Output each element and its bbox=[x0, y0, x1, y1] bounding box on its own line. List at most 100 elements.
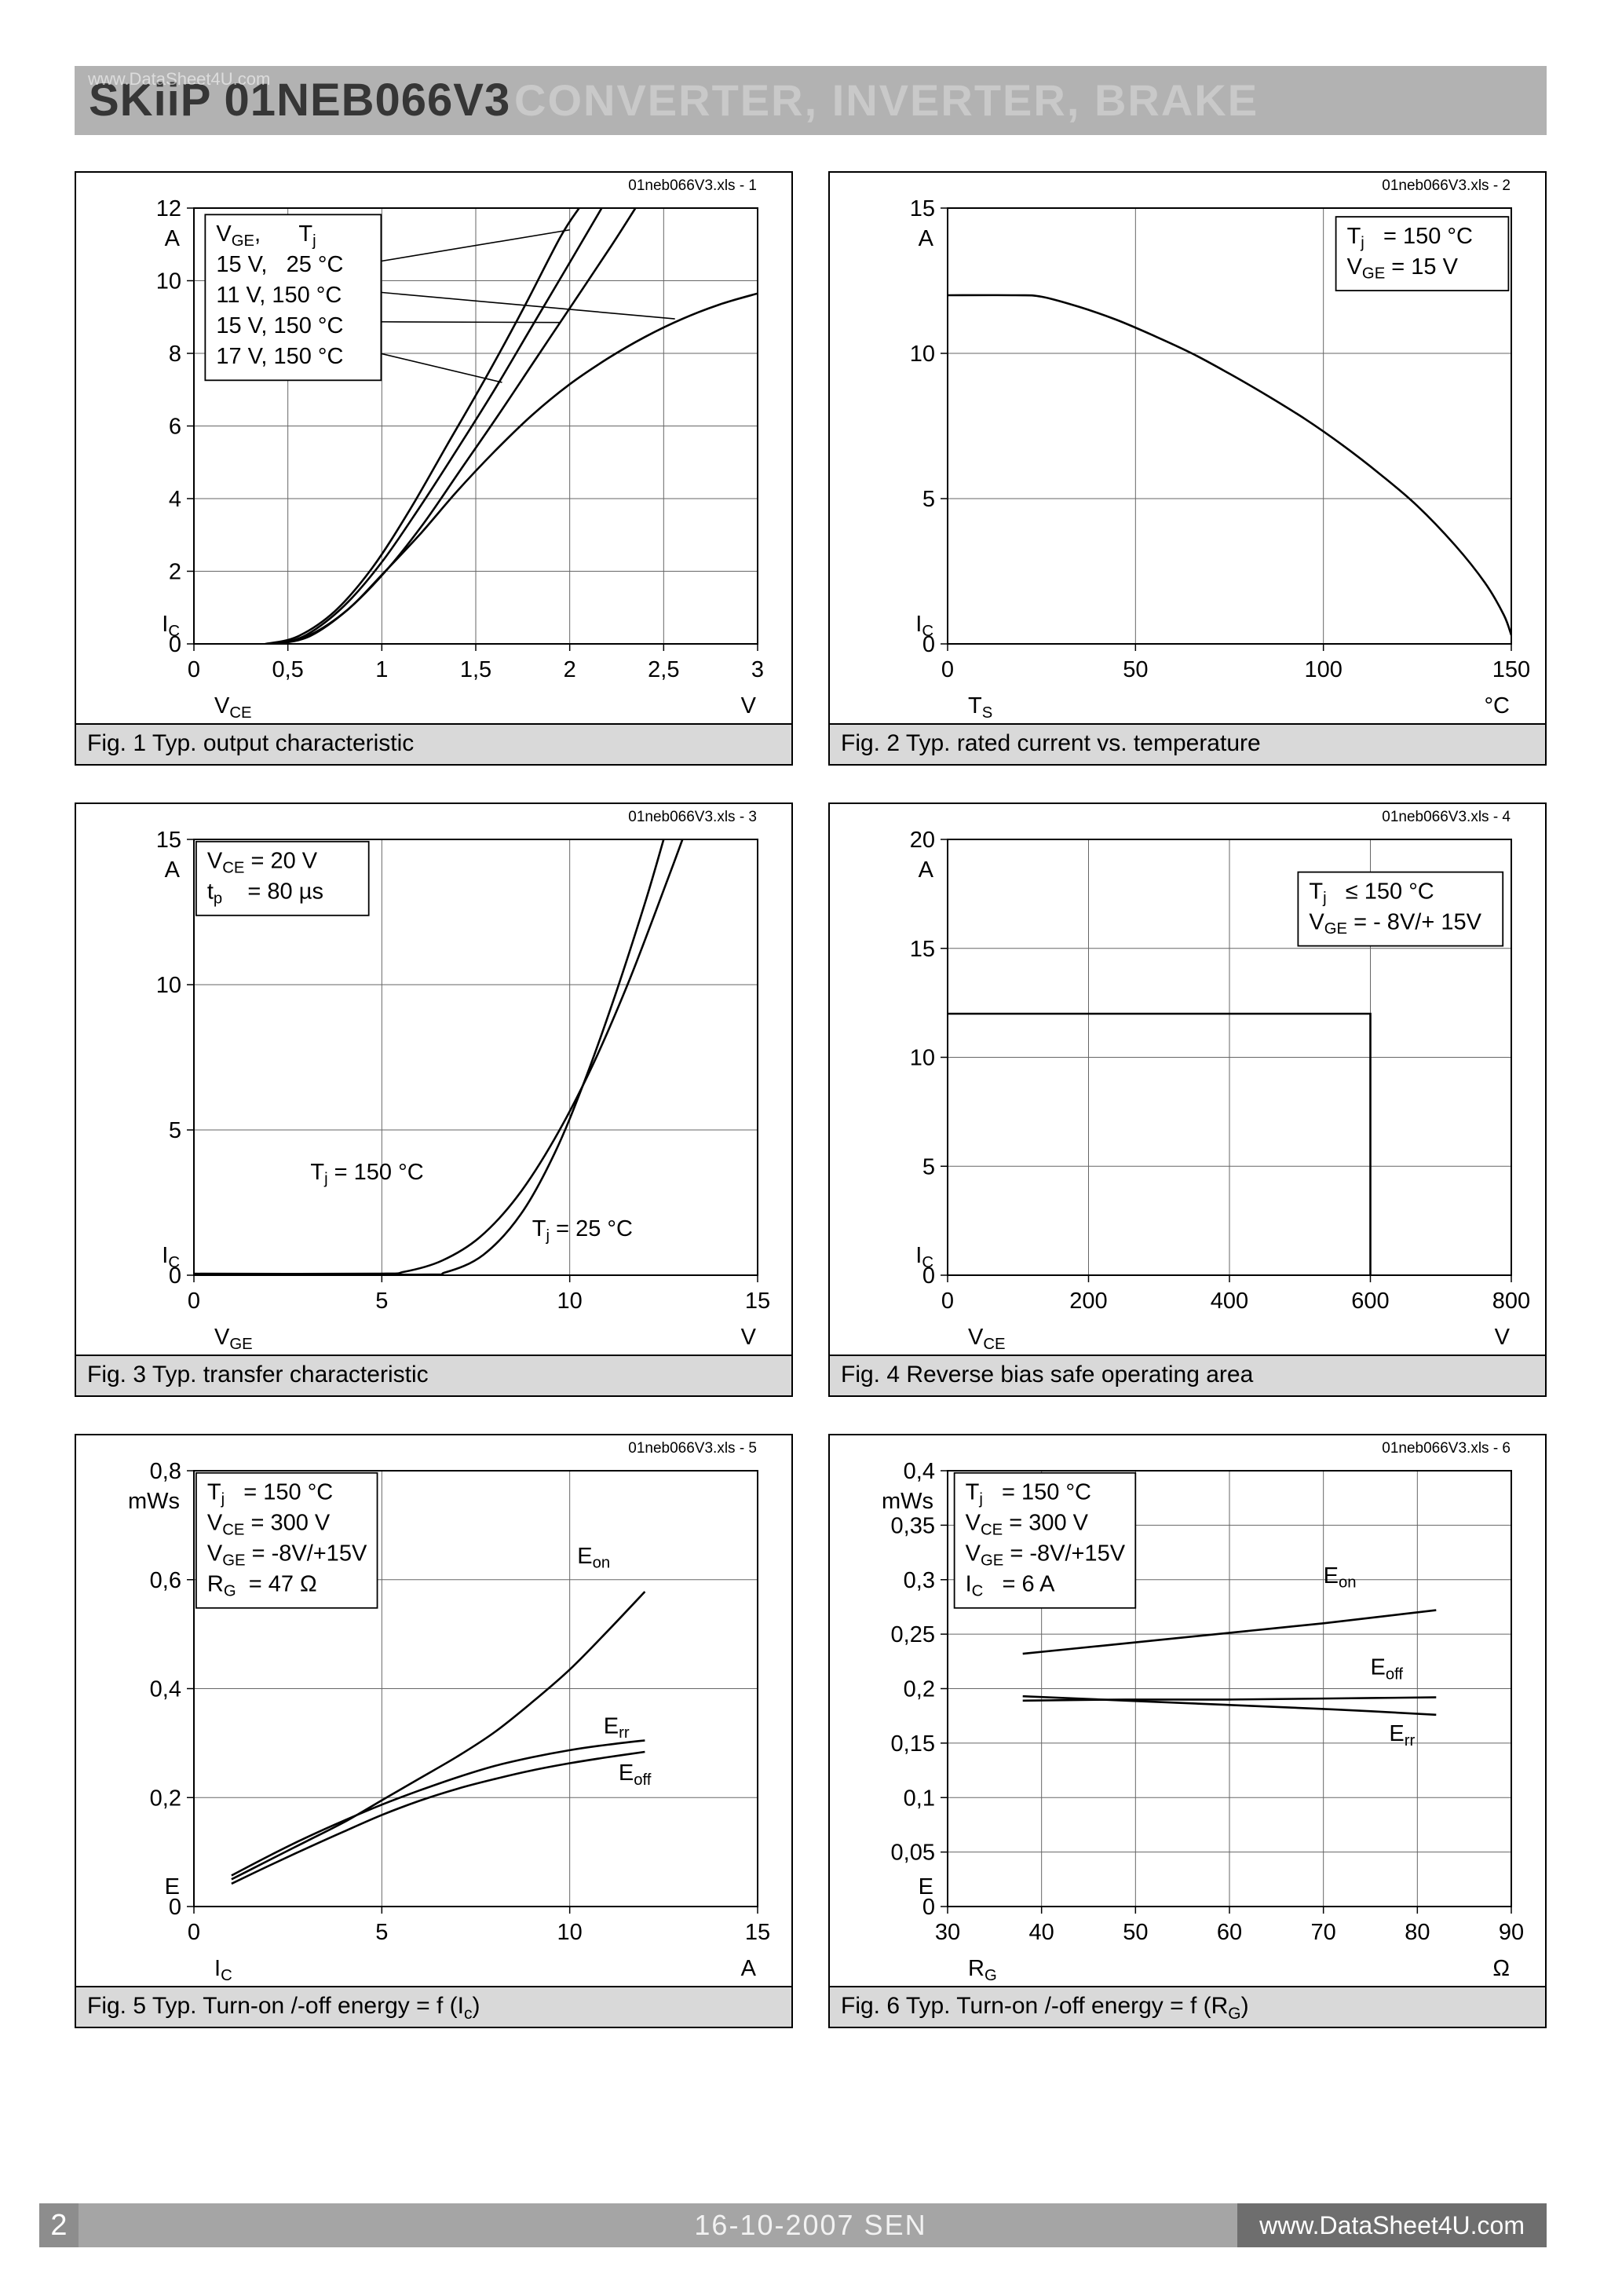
series-curves bbox=[1022, 1609, 1437, 1717]
figure-caption: Fig. 5 Typ. Turn-on /-off energy = f (Ic… bbox=[76, 1986, 791, 2027]
file-reference-label: 01neb066V3.xls - 6 bbox=[1382, 1440, 1511, 1457]
file-reference-label: 01neb066V3.xls - 3 bbox=[628, 809, 757, 825]
svg-text:Eoff: Eoff bbox=[1371, 1654, 1404, 1683]
page-number: 2 bbox=[39, 2203, 79, 2247]
svg-text:10: 10 bbox=[557, 1920, 583, 1945]
svg-text:IC: IC bbox=[915, 612, 933, 640]
figure-panel-5: 01neb066V3.xls - 5 0 5 10 15 0 0,2 0,4 0,6 0,8 mW… bbox=[75, 1434, 793, 2028]
svg-text:1: 1 bbox=[375, 657, 388, 682]
page-footer: 2 16-10-2007 SEN www.DataSheet4U.com bbox=[39, 2203, 1547, 2247]
svg-text:IC: IC bbox=[214, 1956, 232, 1984]
axis-ticks-and-labels: 0 50 100 150 0 5 10 15 A IC TS °C bbox=[910, 196, 1530, 722]
svg-text:Eon: Eon bbox=[1324, 1563, 1357, 1592]
svg-text:200: 200 bbox=[1069, 1289, 1107, 1314]
svg-text:60: 60 bbox=[1217, 1920, 1242, 1945]
svg-text:20: 20 bbox=[910, 828, 935, 853]
svg-text:15 V, 150 °C: 15 V, 150 °C bbox=[216, 313, 343, 338]
svg-text:4: 4 bbox=[169, 487, 181, 512]
svg-text:15: 15 bbox=[910, 196, 935, 221]
figure-panel-4: 01neb066V3.xls - 4 0 200 400 600 800 0 5 10 15 20… bbox=[828, 803, 1547, 1397]
svg-text:10: 10 bbox=[156, 269, 181, 294]
svg-text:0,8: 0,8 bbox=[150, 1459, 181, 1484]
svg-text:VCE: VCE bbox=[214, 693, 252, 722]
svg-text:0: 0 bbox=[922, 1895, 935, 1920]
legend-pointer-line bbox=[372, 229, 570, 264]
svg-text:10: 10 bbox=[910, 1046, 935, 1071]
svg-text:5: 5 bbox=[169, 1118, 181, 1143]
svg-text:0,1: 0,1 bbox=[904, 1786, 935, 1811]
svg-text:Ω: Ω bbox=[1492, 1956, 1510, 1981]
svg-text:IC: IC bbox=[162, 612, 180, 640]
svg-text:A: A bbox=[919, 226, 934, 251]
series-curves bbox=[231, 1591, 646, 1885]
curve-labels: Eon Eoff Err bbox=[1324, 1563, 1416, 1749]
svg-text:Tj = 150 °C: Tj = 150 °C bbox=[310, 1160, 423, 1188]
svg-text:15 V, 25 °C: 15 V, 25 °C bbox=[216, 252, 343, 277]
svg-text:12: 12 bbox=[156, 196, 181, 221]
file-reference-label: 01neb066V3.xls - 5 bbox=[628, 1440, 757, 1457]
header-subtitle: CONVERTER, INVERTER, BRAKE bbox=[514, 75, 1259, 125]
svg-text:2: 2 bbox=[564, 657, 576, 682]
page-header: SKiiP 01NEB066V3 CONVERTER, INVERTER, BR… bbox=[75, 66, 1547, 135]
svg-text:VCE = 300 V: VCE = 300 V bbox=[966, 1511, 1089, 1539]
figure-panel-3: 01neb066V3.xls - 3 0 5 10 15 0 5 10 15 A IC VGE V Tj… bbox=[75, 803, 793, 1397]
svg-text:90: 90 bbox=[1499, 1920, 1524, 1945]
svg-text:RG: RG bbox=[968, 1956, 997, 1984]
svg-text:0,15: 0,15 bbox=[891, 1731, 935, 1757]
svg-text:IC: IC bbox=[915, 1243, 933, 1271]
series-curves bbox=[948, 294, 1511, 636]
svg-text:15: 15 bbox=[745, 1920, 770, 1945]
svg-text:5: 5 bbox=[922, 487, 935, 512]
legend-pointer-line bbox=[372, 320, 561, 324]
svg-text:Tj = 150 °C: Tj = 150 °C bbox=[1347, 224, 1473, 252]
svg-text:Tj = 150 °C: Tj = 150 °C bbox=[207, 1480, 333, 1508]
svg-text:0,5: 0,5 bbox=[272, 657, 304, 682]
part-number-title: SKiiP 01NEB066V3 bbox=[89, 75, 511, 126]
svg-text:mWs: mWs bbox=[882, 1489, 933, 1514]
svg-text:VGE, Tj: VGE, Tj bbox=[216, 221, 316, 250]
svg-text:VCE = 20 V: VCE = 20 V bbox=[207, 849, 318, 877]
svg-text:400: 400 bbox=[1211, 1289, 1248, 1314]
svg-text:5: 5 bbox=[375, 1920, 388, 1945]
svg-text:A: A bbox=[165, 226, 181, 251]
fig5-switching-energy-vs-ic-chart: 0 5 10 15 0 0,2 0,4 0,6 0,8 mWs E IC A Eon Err Eoff Tj =… bbox=[128, 1459, 770, 1984]
figure-caption: Fig. 1 Typ. output characteristic bbox=[76, 723, 791, 764]
file-reference-label: 01neb066V3.xls - 1 bbox=[628, 177, 757, 194]
svg-text:0,05: 0,05 bbox=[891, 1841, 935, 1866]
svg-text:1,5: 1,5 bbox=[460, 657, 491, 682]
svg-text:A: A bbox=[165, 857, 181, 883]
figure-caption: Fig. 3 Typ. transfer characteristic bbox=[76, 1355, 791, 1395]
svg-text:0,2: 0,2 bbox=[150, 1786, 181, 1811]
figure-panel-6: 01neb066V3.xls - 6 30 40 50 60 70 80 90 0 0,05 0,… bbox=[828, 1434, 1547, 2028]
file-reference-label: 01neb066V3.xls - 4 bbox=[1382, 809, 1511, 825]
svg-text:Err: Err bbox=[1389, 1721, 1415, 1749]
svg-text:°C: °C bbox=[1484, 693, 1510, 718]
svg-text:2,5: 2,5 bbox=[648, 657, 679, 682]
svg-text:600: 600 bbox=[1351, 1289, 1389, 1314]
svg-text:V: V bbox=[741, 1325, 757, 1350]
footer-site-text: www.DataSheet4U.com bbox=[1237, 2203, 1547, 2247]
axis-ticks-and-labels: 0 0,5 1 1,5 2 2,5 3 0 2 4 6 8 10 12 A IC VCE V bbox=[156, 196, 764, 722]
series-curves bbox=[265, 208, 758, 644]
svg-text:0: 0 bbox=[922, 1263, 935, 1289]
svg-text:10: 10 bbox=[910, 342, 935, 367]
svg-text:0,35: 0,35 bbox=[891, 1513, 935, 1538]
figure-caption: Fig. 2 Typ. rated current vs. temperatur… bbox=[830, 723, 1545, 764]
svg-text:E: E bbox=[165, 1874, 180, 1899]
svg-text:A: A bbox=[741, 1956, 757, 1981]
svg-text:VGE = -8V/+15V: VGE = -8V/+15V bbox=[207, 1541, 367, 1570]
series-curves bbox=[948, 1012, 1372, 1275]
footer-date-text: 16-10-2007 SEN bbox=[694, 2209, 927, 2241]
axis-ticks-and-labels: 0 5 10 15 0 5 10 15 A IC VGE V bbox=[156, 828, 770, 1353]
figure-panel-2: 01neb066V3.xls - 2 0 50 100 150 0 5 10 15 A IC TS °… bbox=[828, 171, 1547, 766]
svg-text:40: 40 bbox=[1029, 1920, 1054, 1945]
svg-text:0: 0 bbox=[922, 632, 935, 657]
fig6-switching-energy-vs-rg-chart: 30 40 50 60 70 80 90 0 0,05 0,1 0,15 0,2 0,25 0,3 0,35… bbox=[882, 1459, 1524, 1984]
